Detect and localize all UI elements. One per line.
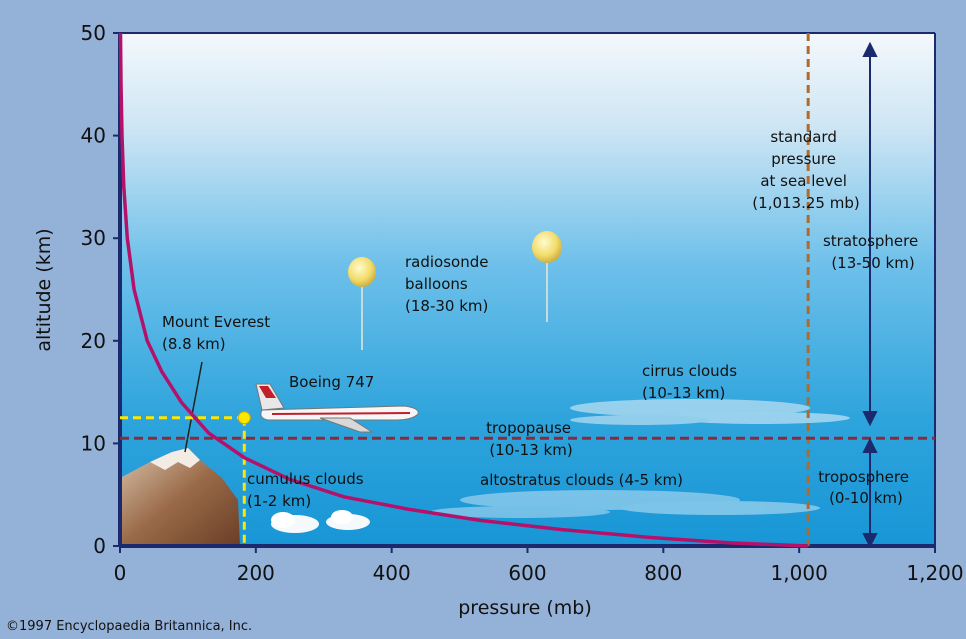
y-tick-labels: 0 10 20 30 40 50 bbox=[81, 21, 106, 558]
standard-pressure-label: standard pressure at sea level (1,013.25… bbox=[752, 128, 859, 212]
boeing-747-label: Boeing 747 bbox=[289, 373, 374, 391]
y-tick-label: 30 bbox=[81, 226, 106, 250]
cirrus-clouds-label: cirrus clouds (10-13 km) bbox=[642, 362, 742, 402]
pressure-altitude-curve bbox=[118, 32, 809, 548]
x-tick-label: 1,000 bbox=[771, 561, 828, 585]
y-tick-label: 50 bbox=[81, 21, 106, 45]
boeing-747-graphic bbox=[255, 383, 419, 433]
y-tick-label: 0 bbox=[93, 534, 106, 558]
everest-leader-line bbox=[184, 361, 203, 453]
x-tick-label: 200 bbox=[237, 561, 275, 585]
y-axis-title: altitude (km) bbox=[33, 228, 55, 351]
altostratus-clouds-label: altostratus clouds (4-5 km) bbox=[480, 471, 683, 489]
altostratus-clouds-graphic bbox=[430, 490, 820, 518]
y-tick-label: 40 bbox=[81, 124, 106, 148]
radiosonde-balloon-left bbox=[348, 257, 376, 350]
x-tick-label: 0 bbox=[114, 561, 127, 585]
troposphere-label: troposphere (0-10 km) bbox=[818, 468, 914, 507]
mount-everest-label: Mount Everest (8.8 km) bbox=[162, 313, 275, 353]
radiosonde-label: radiosonde balloons (18-30 km) bbox=[405, 253, 493, 315]
mount-everest-graphic bbox=[120, 448, 240, 546]
y-tick-label: 10 bbox=[81, 431, 106, 455]
everest-marker bbox=[237, 411, 251, 425]
troposphere-arrow bbox=[862, 437, 878, 549]
cirrus-clouds-graphic bbox=[570, 399, 850, 425]
tropopause-label: tropopause (10-13 km) bbox=[486, 419, 576, 459]
x-tick-label: 1,200 bbox=[906, 561, 963, 585]
stratosphere-label: stratosphere (13-50 km) bbox=[823, 232, 923, 272]
x-tick-label: 400 bbox=[373, 561, 411, 585]
cumulus-clouds-label: cumulus clouds (1-2 km) bbox=[247, 470, 368, 510]
plot-area bbox=[120, 33, 935, 546]
x-axis-title: pressure (mb) bbox=[458, 597, 592, 619]
copyright-text: ©1997 Encyclopaedia Britannica, Inc. bbox=[6, 619, 252, 634]
x-tick-labels: 0 200 400 600 800 1,000 1,200 bbox=[114, 561, 964, 585]
tick-marks bbox=[113, 32, 936, 553]
cumulus-clouds-graphic bbox=[271, 510, 370, 533]
x-tick-label: 600 bbox=[508, 561, 546, 585]
stratosphere-arrow bbox=[862, 41, 878, 427]
x-tick-label: 800 bbox=[644, 561, 682, 585]
radiosonde-balloon-right bbox=[532, 231, 562, 322]
y-tick-label: 20 bbox=[81, 329, 106, 353]
